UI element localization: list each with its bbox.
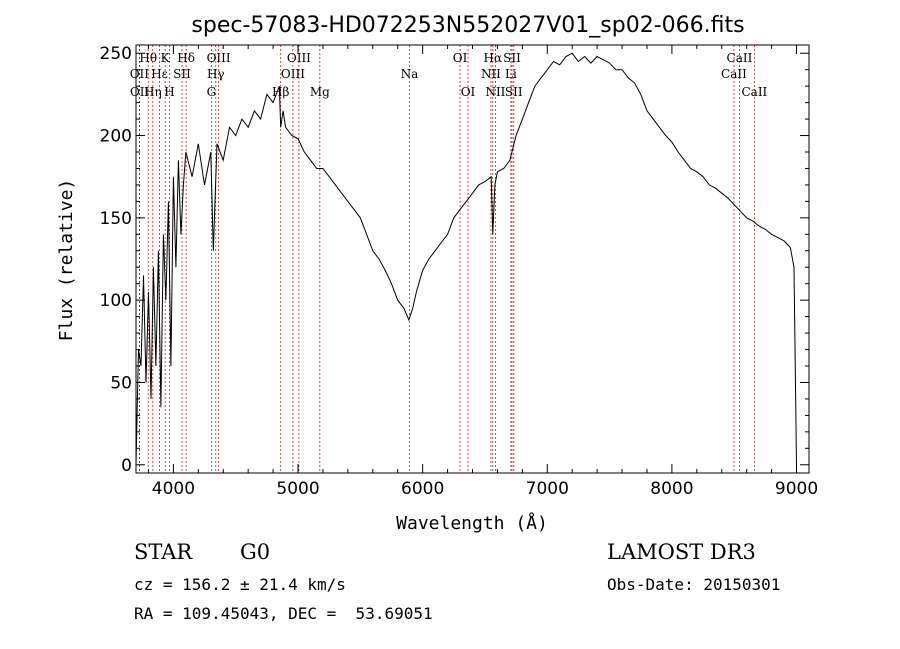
emission-line-label: OII: [130, 67, 150, 81]
y-tick-label: 50: [110, 373, 132, 393]
emission-line-label: NII: [481, 67, 501, 81]
emission-line-label: OI: [461, 85, 476, 99]
x-tick-label: 9000: [775, 479, 818, 499]
emission-line-label: CaII: [727, 51, 753, 65]
x-tick-label: 5000: [276, 479, 319, 499]
x-tick-label: 7000: [526, 479, 569, 499]
emission-line-label: K: [161, 51, 171, 65]
emission-line-label: NII: [485, 85, 505, 99]
emission-line-label: OII: [130, 85, 150, 99]
x-tick-label: 8000: [650, 479, 693, 499]
emission-line-label: SII: [505, 85, 523, 99]
object-class: STAR: [134, 540, 193, 564]
y-tick-label: 0: [121, 456, 132, 476]
emission-line-label: Hα: [484, 51, 503, 65]
emission-line-label: CaII: [721, 67, 747, 81]
x-axis-label: Wavelength (Å): [396, 512, 548, 534]
emission-line-label: SII: [503, 51, 521, 65]
y-tick-label: 150: [100, 209, 132, 229]
x-tick-label: 6000: [401, 479, 444, 499]
emission-line-label: Hθ: [139, 51, 157, 65]
emission-line-label: Hε: [151, 67, 168, 81]
emission-line-label: SII: [173, 67, 191, 81]
survey-name: LAMOST DR3: [607, 540, 756, 564]
coords-text: RA = 109.45043, DEC = 53.69051: [134, 604, 433, 623]
emission-line-label: CaII: [741, 85, 767, 99]
emission-line-label: Hγ: [207, 67, 225, 81]
emission-line-label: H: [164, 85, 174, 99]
emission-lines: [138, 45, 755, 473]
emission-line-label: Hη: [144, 85, 162, 99]
emission-line-label: OIII: [281, 67, 305, 81]
emission-line-label: Hβ: [272, 85, 289, 99]
emission-line-label: G: [207, 85, 217, 99]
emission-line-label: Li: [505, 67, 517, 81]
redshift-text: cz = 156.2 ± 21.4 km/s: [134, 575, 346, 594]
y-axis-label: Flux (relative): [56, 179, 77, 342]
chart-title: spec-57083-HD072253N552027V01_sp02-066.f…: [191, 13, 744, 38]
spectrum-series: [135, 52, 797, 465]
emission-line-label: Mg: [310, 85, 330, 99]
emission-line-label: OIII: [207, 51, 231, 65]
y-axis: 0 50 100 150 200 250: [100, 44, 809, 476]
plot-frame: [135, 44, 810, 474]
y-tick-label: 200: [100, 127, 132, 147]
y-tick-label: 100: [100, 291, 132, 311]
obs-date-text: Obs-Date: 20150301: [607, 575, 781, 594]
emission-line-label: OIII: [287, 51, 311, 65]
emission-line-label: Na: [401, 67, 419, 81]
emission-line-label: OI: [453, 51, 468, 65]
x-axis: 4000 5000 6000 7000 8000 9000: [147, 45, 818, 499]
x-tick-label: 4000: [152, 479, 195, 499]
y-tick-label: 250: [100, 44, 132, 64]
subclass: G0: [240, 540, 271, 564]
emission-line-label: Hδ: [177, 51, 195, 65]
